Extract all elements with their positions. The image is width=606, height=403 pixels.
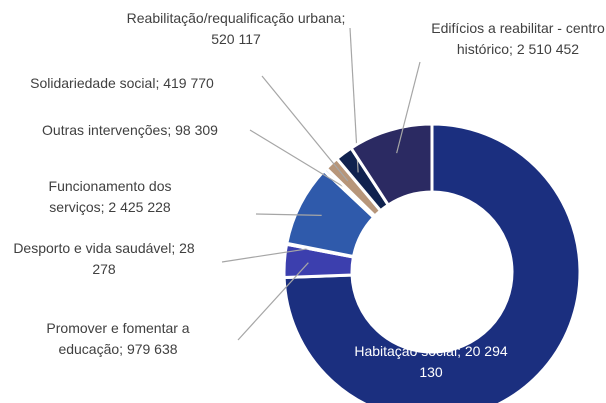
label-separator: ;: [100, 199, 109, 215]
donut-slice: [349, 122, 434, 208]
leader-line: [221, 247, 311, 263]
category-name: Promover e fomentar a educação: [46, 320, 190, 357]
category-name: Desporto e vida saudável: [13, 240, 172, 256]
category-name: Funcionamento dos serviços: [48, 178, 172, 215]
label-separator: ;: [509, 41, 517, 57]
value-label: 979 638: [126, 341, 178, 357]
value-label: 2 510 452: [516, 41, 580, 57]
data-label: Outras intervenções; 98 309: [5, 120, 255, 141]
leader-line: [255, 213, 322, 216]
category-name: Edifícios a reabilitar - centro históric…: [431, 20, 605, 57]
value-label: 28 278: [92, 240, 195, 277]
category-name: Reabilitação/requalificação urbana: [126, 10, 342, 26]
label-separator: ;: [155, 75, 164, 91]
category-name: Solidariedade social: [30, 75, 156, 91]
leader-line: [261, 75, 349, 182]
donut-slice: [282, 122, 582, 403]
label-separator: ;: [167, 122, 176, 138]
value-label: 2 425 228: [108, 199, 171, 215]
data-label: Funcionamento dos serviços; 2 425 228: [25, 176, 195, 218]
leader-line: [249, 129, 343, 187]
data-label: Edifícios a reabilitar - centro históric…: [431, 18, 606, 60]
leader-line: [237, 262, 309, 341]
leader-line: [396, 61, 421, 154]
label-separator: ;: [457, 343, 465, 359]
data-label: Desporto e vida saudável; 28 278: [2, 238, 207, 280]
category-name: Habitação social: [354, 343, 458, 359]
label-separator: ;: [119, 341, 127, 357]
value-label: 98 309: [175, 122, 218, 138]
data-label: Habitação social; 20 294 130: [351, 341, 511, 383]
value-label: 520 117: [211, 31, 261, 47]
category-name: Outras intervenções: [42, 122, 168, 138]
data-label: Promover e fomentar a educação; 979 638: [18, 318, 218, 360]
label-separator: ;: [171, 240, 180, 256]
value-label: 419 770: [163, 75, 214, 91]
data-label: Solidariedade social; 419 770: [0, 73, 247, 94]
value-label: 20 294 130: [419, 343, 508, 380]
data-label: Reabilitação/requalificação urbana; 520 …: [116, 8, 356, 50]
label-separator: ;: [341, 10, 346, 26]
